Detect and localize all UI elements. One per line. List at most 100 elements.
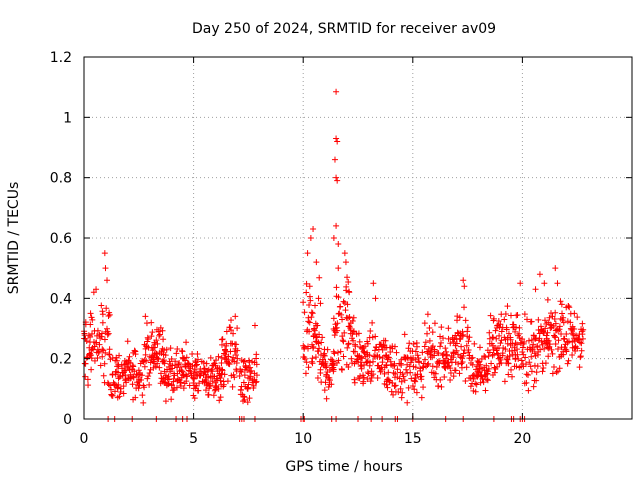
data-point — [306, 283, 313, 290]
data-point — [337, 348, 344, 355]
data-point — [385, 354, 392, 361]
data-point — [523, 371, 530, 378]
data-point — [116, 352, 123, 359]
data-point — [209, 378, 216, 385]
data-point — [174, 346, 181, 353]
data-point — [398, 356, 405, 363]
data-point — [507, 312, 514, 319]
data-point — [241, 394, 248, 401]
data-point — [132, 394, 139, 401]
data-point — [301, 344, 308, 351]
data-point — [99, 311, 106, 318]
data-point — [418, 394, 425, 401]
data-point — [313, 334, 320, 341]
data-point — [532, 336, 539, 343]
data-point — [426, 324, 433, 331]
y-tick-label: 0.8 — [50, 171, 72, 187]
data-point — [497, 340, 504, 347]
data-point — [245, 381, 252, 388]
data-point — [109, 392, 116, 399]
data-point — [246, 395, 253, 402]
data-point — [341, 250, 348, 257]
data-point — [577, 353, 584, 360]
data-point — [425, 360, 432, 367]
data-point — [99, 319, 106, 326]
data-point — [116, 373, 123, 380]
data-point — [335, 294, 342, 301]
data-point — [518, 340, 525, 347]
data-point — [194, 356, 201, 363]
data-point — [101, 250, 108, 257]
data-point — [146, 381, 153, 388]
data-point — [142, 351, 149, 358]
data-point — [382, 337, 389, 344]
data-point — [389, 379, 396, 386]
data-point — [161, 360, 168, 367]
data-point — [334, 177, 341, 184]
data-point — [545, 345, 552, 352]
data-point — [215, 385, 222, 392]
data-point — [466, 334, 473, 341]
data-point — [412, 364, 419, 371]
data-point — [217, 377, 224, 384]
data-point — [401, 331, 408, 338]
data-point — [453, 347, 460, 354]
data-point — [528, 368, 535, 375]
data-point — [331, 332, 338, 339]
data-point — [465, 347, 472, 354]
data-point — [542, 360, 549, 367]
data-point — [454, 317, 461, 324]
data-point — [469, 361, 476, 368]
data-point — [560, 314, 567, 321]
data-point — [456, 314, 463, 321]
data-point — [226, 361, 233, 368]
data-point — [309, 360, 316, 367]
data-point — [251, 322, 258, 329]
data-point — [441, 374, 448, 381]
data-point — [390, 391, 397, 398]
data-point — [370, 371, 377, 378]
data-point — [527, 363, 534, 370]
data-point — [240, 379, 247, 386]
data-point — [455, 361, 462, 368]
data-point — [231, 374, 238, 381]
data-point — [351, 379, 358, 386]
data-point — [571, 310, 578, 317]
data-point — [124, 363, 131, 370]
data-point — [348, 355, 355, 362]
data-point — [183, 378, 190, 385]
data-point — [248, 367, 255, 374]
data-point — [234, 347, 241, 354]
data-point — [303, 359, 310, 366]
data-point — [341, 300, 348, 307]
data-point — [415, 355, 422, 362]
data-point — [224, 378, 231, 385]
data-point — [167, 345, 174, 352]
data-point — [309, 310, 316, 317]
data-point — [530, 383, 537, 390]
data-point — [326, 377, 333, 384]
data-point — [461, 283, 468, 290]
data-point — [244, 399, 251, 406]
data-point — [205, 373, 212, 380]
data-point — [324, 346, 331, 353]
data-point — [471, 340, 478, 347]
data-point — [207, 382, 214, 389]
data-point — [360, 374, 367, 381]
data-point — [141, 384, 148, 391]
data-point — [483, 376, 490, 383]
data-point — [323, 395, 330, 402]
data-point — [89, 316, 96, 323]
data-point — [490, 317, 497, 324]
data-point — [305, 314, 312, 321]
data-point — [349, 317, 356, 324]
data-point — [216, 397, 223, 404]
data-point — [360, 378, 367, 385]
data-point — [217, 394, 224, 401]
data-point — [129, 381, 136, 388]
data-point — [240, 393, 247, 400]
data-point — [253, 378, 260, 385]
data-point — [183, 339, 190, 346]
data-point — [247, 364, 254, 371]
data-point — [306, 302, 313, 309]
